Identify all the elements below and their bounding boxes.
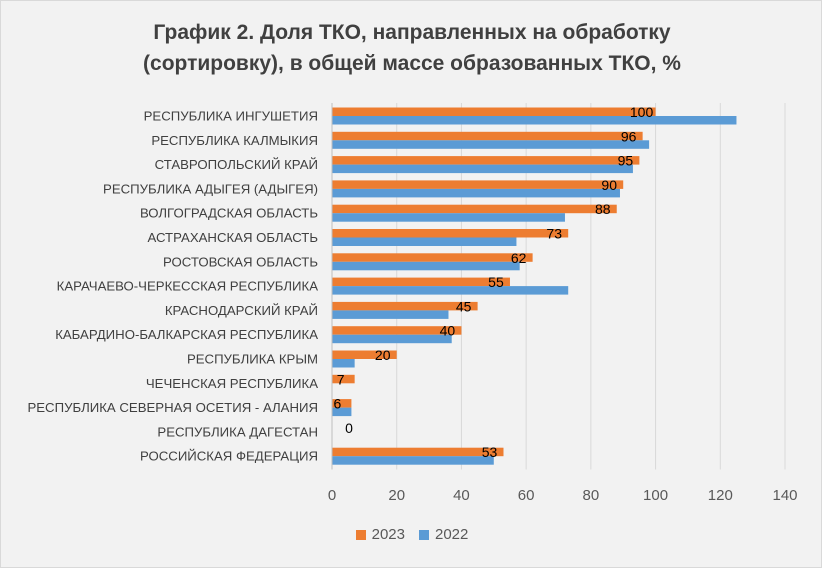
chart-title-line-1: График 2. Доля ТКО, направленных на обра… [153, 21, 671, 44]
x-tick-label: 140 [772, 487, 797, 504]
bar-2023 [332, 204, 617, 214]
category-label: КАРАЧАЕВО-ЧЕРКЕССКАЯ РЕСПУБЛИКА [57, 279, 319, 294]
legend-swatch-2023 [355, 529, 366, 540]
chart-title: График 2. Доля ТКО, направленных на обра… [1, 17, 822, 79]
data-label-2023: 45 [456, 298, 472, 314]
legend-label-2023: 2023 [371, 526, 405, 543]
bar-2022 [332, 140, 650, 149]
bar-2023 [332, 131, 643, 141]
legend-swatch-2022 [419, 529, 429, 540]
bar-2023 [332, 229, 569, 238]
x-tick-label: 100 [643, 487, 668, 504]
bar-2022 [332, 188, 620, 198]
category-label: РОСТОВСКАЯ ОБЛАСТЬ [163, 254, 318, 269]
category-label: ВОЛГОГРАДСКАЯ ОБЛАСТЬ [140, 206, 318, 221]
x-tick-label: 120 [708, 487, 733, 504]
data-label-2023: 20 [375, 347, 391, 363]
bar-2023 [332, 350, 397, 359]
bar-2023 [332, 180, 624, 189]
data-label-2023: 90 [601, 177, 617, 193]
legend-label-2022: 2022 [435, 526, 469, 543]
bar-2023 [332, 301, 478, 311]
category-label: РЕСПУБЛИКА ИНГУШЕТИЯ [144, 109, 318, 124]
chart-title-line-2: (сортировку), в общей массе образованных… [143, 52, 681, 75]
bar-2023 [332, 253, 533, 262]
category-label: РЕСПУБЛИКА КАЛМЫКИЯ [151, 133, 318, 148]
category-label: СТАВРОПОЛЬСКИЙ КРАЙ [155, 157, 318, 172]
bar-2022 [332, 261, 520, 271]
category-label: РЕСПУБЛИКА КРЫМ [187, 352, 318, 367]
category-label: КРАСНОДАРСКИЙ КРАЙ [165, 303, 318, 318]
bar-2023 [332, 374, 355, 384]
bar-2023 [332, 447, 504, 457]
bar-2022 [332, 237, 517, 246]
legend-item-2023: 2023 [355, 526, 405, 543]
bar-2023 [332, 326, 462, 335]
category-label: РЕСПУБЛИКА АДЫГЕЯ (АДЫГЕЯ) [103, 181, 318, 196]
bar-2022 [332, 286, 569, 295]
legend-item-2022: 2022 [419, 526, 468, 543]
bar-2022 [332, 213, 565, 222]
x-tick-label: 40 [453, 487, 470, 504]
data-label-2023: 95 [618, 153, 634, 169]
x-tick-label: 80 [583, 487, 600, 504]
data-label-2023: 100 [630, 104, 654, 120]
data-label-2023: 6 [334, 396, 342, 412]
data-label-2023: 55 [488, 274, 504, 290]
data-label-2023: 62 [511, 250, 527, 266]
bar-2023 [332, 156, 640, 165]
bar-2022 [332, 164, 633, 174]
category-label: КАБАРДИНО-БАЛКАРСКАЯ РЕСПУБЛИКА [55, 327, 318, 342]
bar-2022 [332, 407, 352, 417]
data-label-2023: 0 [345, 420, 353, 436]
bar-2023 [332, 399, 352, 408]
data-label-2023: 7 [337, 371, 345, 387]
bar-2022 [332, 334, 452, 344]
bar-2022 [332, 456, 494, 465]
x-tick-label: 0 [328, 487, 336, 504]
category-label: ЧЕЧЕНСКАЯ РЕСПУБЛИКА [146, 376, 318, 391]
bar-2023 [332, 107, 656, 116]
category-label: РОССИЙСКАЯ ФЕДЕРАЦИЯ [140, 449, 318, 464]
data-label-2023: 96 [621, 128, 637, 144]
data-label-2023: 88 [595, 201, 611, 217]
legend: 2023 2022 [1, 526, 822, 543]
data-label-2023: 40 [440, 323, 456, 339]
data-label-2023: 73 [546, 226, 562, 242]
category-label: АСТРАХАНСКАЯ ОБЛАСТЬ [147, 230, 318, 245]
category-label: РЕСПУБЛИКА СЕВЕРНАЯ ОСЕТИЯ - АЛАНИЯ [27, 400, 318, 415]
data-label-2023: 53 [482, 444, 498, 460]
bar-2022 [332, 116, 737, 125]
category-label: РЕСПУБЛИКА ДАГЕСТАН [157, 424, 318, 439]
x-tick-label: 60 [518, 487, 535, 504]
bar-2022 [332, 310, 449, 319]
bar-2022 [332, 359, 355, 368]
plot-area: РЕСПУБЛИКА ИНГУШЕТИЯ 100 РЕСПУБЛИКА КАЛМЫК… [27, 103, 798, 504]
x-tick-label: 20 [388, 487, 405, 504]
bar-2023 [332, 277, 510, 287]
